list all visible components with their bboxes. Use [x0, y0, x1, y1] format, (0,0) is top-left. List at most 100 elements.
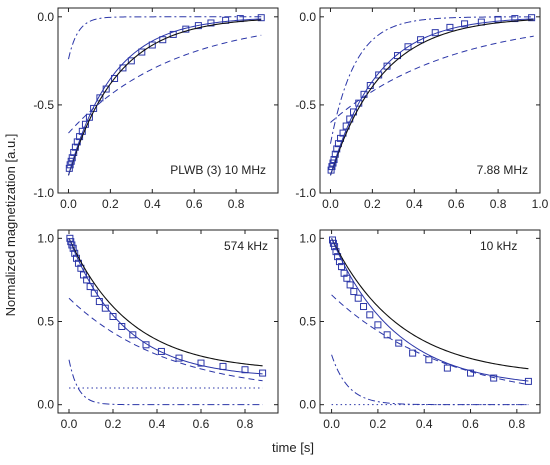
- y-tick-label: 0.0: [37, 398, 54, 412]
- x-tick-label: 0.0: [60, 197, 77, 211]
- x-tick-label: 0.4: [149, 417, 166, 431]
- data-point: [159, 36, 167, 44]
- x-tick-label: 0.6: [186, 197, 203, 211]
- x-tick-label: 0.6: [462, 417, 479, 431]
- slow-component-line: [330, 35, 534, 123]
- chart-panels: 0.0 0.2 0.4 0.6 0.8 -1.0 -0.5 0.0 PLWB (3) 10 MH…: [33, 7, 549, 431]
- y-tick-label: -1.0: [295, 186, 316, 200]
- data-point: [69, 244, 77, 252]
- x-tick-label: 0.6: [193, 417, 210, 431]
- y-tick-label: 0.0: [37, 10, 54, 24]
- data-point: [409, 349, 417, 357]
- y-tick-label: -1.0: [33, 186, 54, 200]
- slow-component-line: [68, 34, 262, 134]
- x-tick-label: 1.0: [532, 197, 549, 211]
- data-point: [354, 294, 362, 302]
- panel-annotation: 574 kHz: [224, 239, 268, 253]
- data-point: [219, 362, 227, 370]
- x-tick-label: 0.2: [102, 197, 119, 211]
- data-point: [138, 48, 146, 56]
- data-point: [360, 303, 368, 311]
- x-tick-label: 0.8: [237, 417, 254, 431]
- y-tick-label: 0.0: [299, 398, 316, 412]
- chart-panel-2: 0.0 0.2 0.4 0.6 0.8 1.0 -1.0 -0.5 0.0 7.88 MHz: [295, 7, 549, 211]
- data-point: [350, 288, 358, 296]
- data-point: [443, 364, 451, 372]
- data-point: [119, 64, 127, 72]
- plot-area: [65, 14, 265, 176]
- data-point: [366, 311, 374, 319]
- data-point: [404, 43, 412, 51]
- x-axis-label: time [s]: [272, 440, 314, 455]
- panel-annotation: PLWB (3) 10 MHz: [170, 163, 266, 177]
- stretched-fit-line: [67, 18, 262, 176]
- x-tick-label: 0.2: [364, 197, 381, 211]
- chart-panel-1: 0.0 0.2 0.4 0.6 0.8 -1.0 -0.5 0.0 PLWB (3) 10 MH…: [33, 7, 279, 211]
- x-tick-label: 0.2: [105, 417, 122, 431]
- plot-area: [66, 234, 267, 406]
- y-tick-label: 1.0: [299, 231, 316, 245]
- fast-component-line: [331, 354, 529, 406]
- data-point: [129, 331, 137, 339]
- y-axis-label: Normalized magnetization [a.u.]: [3, 134, 18, 317]
- data-point: [343, 274, 351, 282]
- data-point: [197, 359, 205, 367]
- data-point: [127, 57, 135, 65]
- data-point: [374, 321, 382, 329]
- data-point: [118, 322, 126, 330]
- data-point: [157, 347, 165, 355]
- total-fit-line: [67, 19, 262, 176]
- x-tick-label: 0.4: [416, 417, 433, 431]
- data-point: [81, 120, 89, 128]
- data-point: [148, 41, 156, 49]
- data-point: [490, 374, 498, 382]
- y-tick-label: 0.0: [299, 10, 316, 24]
- data-point: [257, 14, 265, 22]
- data-point: [259, 369, 267, 377]
- data-point: [68, 154, 76, 162]
- data-point: [425, 356, 433, 364]
- fast-component-line: [329, 16, 534, 144]
- data-point: [70, 148, 78, 156]
- slow-component-line: [331, 294, 529, 386]
- data-point: [111, 74, 119, 82]
- y-tick-label: -0.5: [33, 98, 54, 112]
- data-point: [461, 20, 469, 28]
- data-point: [528, 14, 536, 22]
- x-tick-label: 0.0: [322, 197, 339, 211]
- x-tick-label: 0.2: [370, 417, 387, 431]
- data-point: [477, 18, 485, 26]
- plot-area: [329, 236, 532, 406]
- stretched-fit-line: [330, 18, 534, 176]
- data-point: [417, 36, 425, 44]
- x-tick-label: 0.0: [323, 417, 340, 431]
- fast-component-line: [67, 16, 262, 60]
- data-point: [142, 341, 150, 349]
- x-tick-label: 0.6: [448, 197, 465, 211]
- plot-area: [327, 14, 536, 176]
- y-tick-label: 1.0: [37, 231, 54, 245]
- fast-component-line: [68, 359, 263, 406]
- stretched-fit-line: [68, 238, 263, 375]
- data-point: [395, 339, 403, 347]
- data-point: [446, 23, 454, 31]
- data-point: [383, 331, 391, 339]
- chart-panel-3: 0.0 0.2 0.4 0.6 0.8 0.0 0.5 1.0 574 kHz: [37, 229, 279, 431]
- y-tick-label: 0.5: [299, 315, 316, 329]
- data-point: [95, 298, 103, 306]
- data-point: [109, 313, 117, 321]
- x-tick-label: 0.8: [490, 197, 507, 211]
- plot-frame: [57, 7, 279, 194]
- x-tick-label: 0.4: [144, 197, 161, 211]
- slow-component-line: [68, 297, 263, 382]
- plot-frame: [319, 7, 541, 194]
- data-point: [394, 52, 402, 60]
- x-tick-label: 0.0: [61, 417, 78, 431]
- data-point: [467, 369, 475, 377]
- total-fit-line: [331, 238, 529, 370]
- total-fit-line: [68, 238, 263, 367]
- x-tick-label: 0.4: [406, 197, 423, 211]
- plot-frame: [319, 229, 541, 414]
